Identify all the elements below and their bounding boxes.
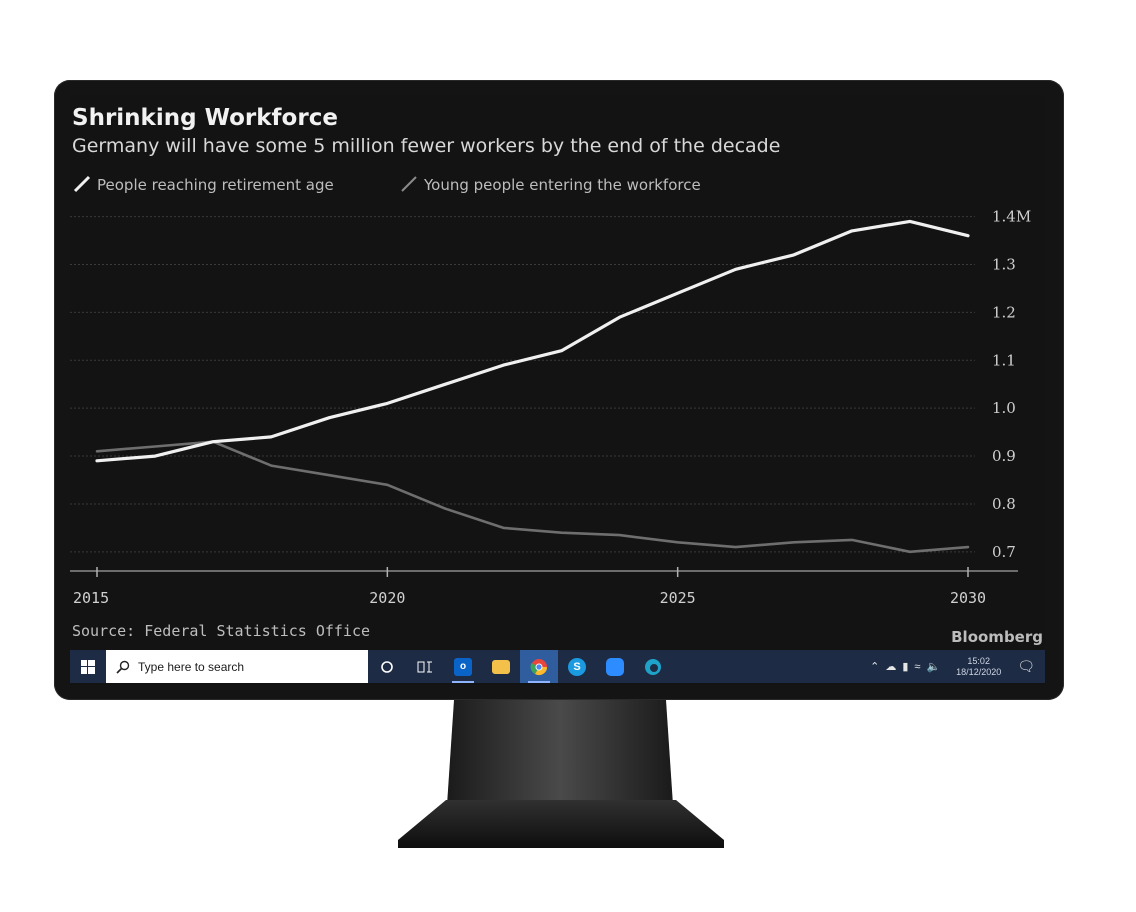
battery-icon[interactable]: ▮ xyxy=(902,661,909,673)
series-lines xyxy=(95,219,970,554)
clock-time: 15:02 xyxy=(967,655,990,666)
y-axis-ticks: 1.4M 1.3 1.2 1.1 1.0 0.9 0.8 0.7 xyxy=(992,208,1031,561)
edge-button[interactable] xyxy=(634,650,672,683)
search-icon xyxy=(116,660,130,674)
edge-icon xyxy=(645,658,661,675)
chevron-up-icon[interactable]: ⌃ xyxy=(870,661,880,673)
skype-icon: S xyxy=(568,657,586,676)
legend-swatch-retirement xyxy=(73,175,91,193)
task-view-button[interactable] xyxy=(406,650,444,683)
monitor-screen: Shrinking Workforce Germany will have so… xyxy=(70,95,1045,685)
chrome-icon xyxy=(530,658,548,675)
y-tick-label: 1.0 xyxy=(992,399,1016,417)
source-note: Source: Federal Statistics Office xyxy=(72,622,370,640)
wifi-icon[interactable]: ≈ xyxy=(914,660,921,673)
task-view-icon xyxy=(417,661,432,672)
y-tick-label: 0.7 xyxy=(992,543,1016,561)
bloomberg-logo: Bloomberg xyxy=(951,628,1043,646)
x-axis: 2015 2020 2025 2030 xyxy=(70,567,1018,607)
file-explorer-icon xyxy=(492,659,510,674)
windows-logo-icon xyxy=(81,659,95,674)
notification-icon[interactable]: 🗨 xyxy=(1017,658,1035,674)
x-tick-label: 2020 xyxy=(369,589,405,607)
windows-taskbar: Type here to search o S xyxy=(70,650,1045,683)
volume-icon[interactable]: 🔈 xyxy=(926,661,941,673)
outlook-button[interactable]: o xyxy=(444,650,482,683)
file-explorer-button[interactable] xyxy=(482,650,520,683)
cortana-icon xyxy=(381,660,393,673)
legend-swatch-young xyxy=(401,176,417,192)
zoom-icon xyxy=(606,657,624,676)
onedrive-icon[interactable]: ☁ xyxy=(885,661,897,673)
monitor-stand-base xyxy=(398,800,724,848)
taskbar-clock[interactable]: 15:02 18/12/2020 xyxy=(956,656,1001,678)
legend: People reaching retirement age Young peo… xyxy=(73,175,701,194)
series-line-young-workers xyxy=(95,440,970,554)
monitor-stand-neck xyxy=(446,700,674,820)
y-tick-label: 0.9 xyxy=(992,447,1016,465)
y-tick-label: 1.1 xyxy=(992,351,1016,369)
legend-label-retirement: People reaching retirement age xyxy=(97,176,334,194)
system-tray: ⌃ ☁ ▮ ≈ 🔈 15:02 18/12/2020 🗨 xyxy=(870,656,1045,678)
chart-title: Shrinking Workforce xyxy=(72,105,338,131)
y-tick-label: 1.4M xyxy=(992,208,1031,226)
skype-button[interactable]: S xyxy=(558,650,596,683)
start-button[interactable] xyxy=(70,650,106,683)
clock-date: 18/12/2020 xyxy=(956,666,1002,677)
x-tick-label: 2025 xyxy=(660,589,696,607)
series-line-retirement xyxy=(95,219,970,463)
chart: Shrinking Workforce Germany will have so… xyxy=(70,105,1043,646)
x-tick-label: 2015 xyxy=(73,589,109,607)
grid-lines xyxy=(70,216,975,553)
zoom-button[interactable] xyxy=(596,650,634,683)
chrome-button[interactable] xyxy=(520,650,558,683)
search-placeholder: Type here to search xyxy=(138,659,245,674)
chart-subtitle: Germany will have some 5 million fewer w… xyxy=(72,135,780,157)
y-tick-label: 0.8 xyxy=(992,495,1016,513)
taskbar-search-box[interactable]: Type here to search xyxy=(106,650,368,683)
cortana-button[interactable] xyxy=(368,650,406,683)
y-tick-label: 1.2 xyxy=(992,303,1016,321)
outlook-icon: o xyxy=(454,657,472,676)
legend-label-young: Young people entering the workforce xyxy=(423,176,701,194)
x-tick-label: 2030 xyxy=(950,589,986,607)
y-tick-label: 1.3 xyxy=(992,255,1016,273)
